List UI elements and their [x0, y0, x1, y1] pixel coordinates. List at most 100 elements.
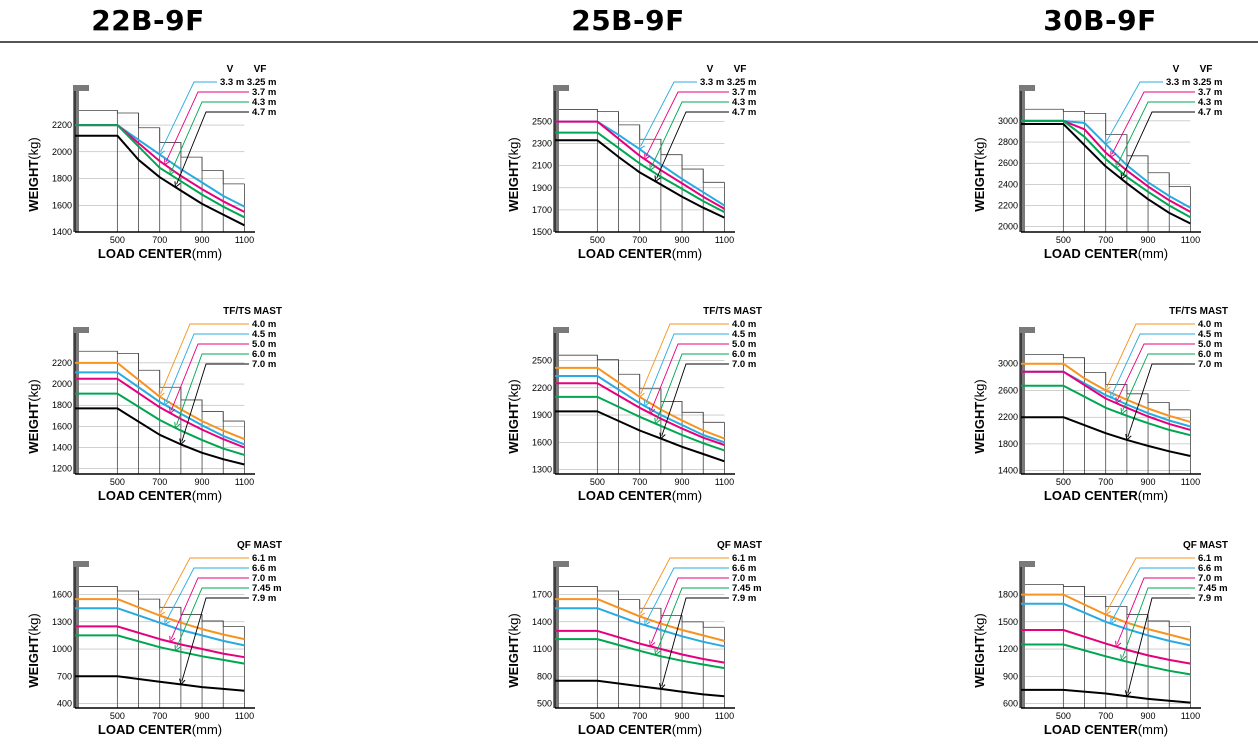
y-tick-label: 1900: [532, 183, 552, 193]
chart-30b-v-vf: 2000 2200 2400 2600 2800 3000 500 700 900 1100 WEI…: [972, 64, 1223, 261]
legend-header: V: [227, 64, 234, 75]
legend-leader: [1122, 587, 1195, 658]
legend-arrow-icon: [1104, 384, 1111, 392]
x-tick-label: 500: [590, 477, 605, 487]
legend-arrow-icon: [1120, 654, 1127, 662]
legend-label: 4.7 m: [252, 107, 276, 118]
legend-label: 4.3 m: [1198, 97, 1222, 108]
grid-step-outline: [1020, 108, 1191, 232]
chart-22b-qf: 400 700 1000 1300 1600 500 700 900 1100 WEIGHT(kg…: [26, 540, 282, 737]
legend-leader: [1106, 557, 1195, 612]
x-axis-label-main: LOAD CENTER: [578, 722, 673, 737]
legend-leader: [160, 323, 249, 394]
series-line: [75, 625, 245, 659]
legend-leader: [661, 597, 729, 687]
y-axis-label-unit: (kg): [26, 137, 41, 159]
legend-label: 4.3 m: [732, 97, 756, 108]
legend-label: 5.0 m: [732, 339, 756, 350]
series-line: [555, 131, 725, 213]
x-axis-label-unit: (mm): [672, 722, 702, 737]
y-tick-label: 1700: [532, 590, 552, 600]
legend-arrow-icon: [174, 421, 181, 429]
legend-arrow-icon: [638, 390, 645, 398]
legend-leader: [650, 343, 729, 411]
legend-leader: [661, 363, 729, 436]
chart-22b-tf-ts: 1200 1400 1600 1800 2000 2200 500 700 900 1100 WEI…: [26, 306, 282, 503]
y-tick-label: 1600: [532, 437, 552, 447]
series-line: [1021, 123, 1191, 225]
series-line: [75, 134, 245, 227]
legend-leader: [165, 333, 249, 403]
legend-header: V: [1173, 64, 1180, 75]
legend-leader: [640, 81, 697, 147]
legend-arrow-icon: [164, 618, 171, 626]
y-axis-label-main: WEIGHT: [506, 160, 521, 212]
y-axis-label: WEIGHT(kg): [972, 137, 987, 211]
legend-label: 3.7 m: [732, 87, 756, 98]
mast-symbol-icon: [553, 327, 569, 474]
x-tick-label: 700: [152, 477, 167, 487]
legend-arrow-icon: [164, 158, 171, 166]
legend-leader: [176, 111, 249, 185]
legend-label: 4.0 m: [252, 319, 276, 330]
legend-leader: [656, 587, 729, 653]
y-tick-label: 1300: [52, 617, 72, 627]
legend-label: 7.45 m: [1198, 583, 1228, 594]
legend-label: 6.0 m: [732, 349, 756, 360]
y-tick-label: 2800: [998, 137, 1018, 147]
legend-leader: [160, 81, 217, 152]
legend-header: QF MAST: [717, 540, 762, 551]
legend-leader: [640, 323, 729, 395]
legend-label: 4.5 m: [252, 329, 276, 340]
legend-leader: [1106, 323, 1195, 388]
legend-arrow-icon: [169, 168, 176, 176]
legend-leader: [1106, 81, 1163, 142]
series-line: [1021, 629, 1191, 665]
legend-leader: [1116, 101, 1195, 166]
legend-arrow-icon: [1110, 151, 1117, 159]
y-tick-label: 2500: [532, 356, 552, 366]
x-tick-label: 500: [1056, 711, 1071, 721]
x-tick-label: 700: [1098, 477, 1113, 487]
legend-arrow-icon: [659, 682, 666, 690]
legend-leader: [1127, 597, 1195, 694]
legend-label: 3.3 m 3.25 m: [220, 77, 277, 88]
grid-step-outline: [74, 350, 245, 474]
x-tick-label: 500: [590, 235, 605, 245]
legend-label: 7.45 m: [252, 583, 282, 594]
legend-arrow-icon: [158, 148, 165, 156]
y-axis-label-unit: (kg): [972, 379, 987, 401]
series-line: [555, 629, 725, 664]
series-line: [555, 395, 725, 452]
x-tick-label: 1100: [1181, 235, 1200, 245]
x-axis-label-unit: (mm): [672, 246, 702, 261]
x-tick-label: 1100: [715, 477, 734, 487]
x-tick-label: 700: [1098, 235, 1113, 245]
x-tick-label: 900: [1141, 711, 1156, 721]
y-tick-label: 2000: [998, 222, 1018, 232]
legend-leader: [640, 557, 729, 614]
legend-leader: [1116, 577, 1195, 644]
legend-arrow-icon: [158, 390, 165, 398]
legend-arrow-icon: [179, 678, 186, 686]
legend-arrow-icon: [639, 610, 645, 618]
y-tick-label: 600: [1003, 698, 1018, 708]
y-tick-label: 1600: [52, 200, 72, 210]
x-tick-label: 1100: [1181, 477, 1200, 487]
legend-leader: [650, 577, 729, 644]
y-tick-label: 1800: [998, 439, 1018, 449]
y-tick-label: 500: [537, 698, 552, 708]
x-axis-label-main: LOAD CENTER: [1044, 488, 1139, 503]
x-tick-label: 500: [590, 711, 605, 721]
legend-arrow-icon: [1105, 138, 1112, 146]
series-line: [555, 607, 725, 648]
legend-label: 6.6 m: [732, 563, 756, 574]
y-axis-label-unit: (kg): [506, 137, 521, 159]
series-line: [1021, 643, 1191, 676]
y-axis-label-main: WEIGHT: [972, 402, 987, 454]
x-tick-label: 700: [152, 711, 167, 721]
y-axis-label-unit: (kg): [506, 613, 521, 635]
y-axis-label-main: WEIGHT: [972, 636, 987, 688]
y-tick-label: 2300: [532, 139, 552, 149]
